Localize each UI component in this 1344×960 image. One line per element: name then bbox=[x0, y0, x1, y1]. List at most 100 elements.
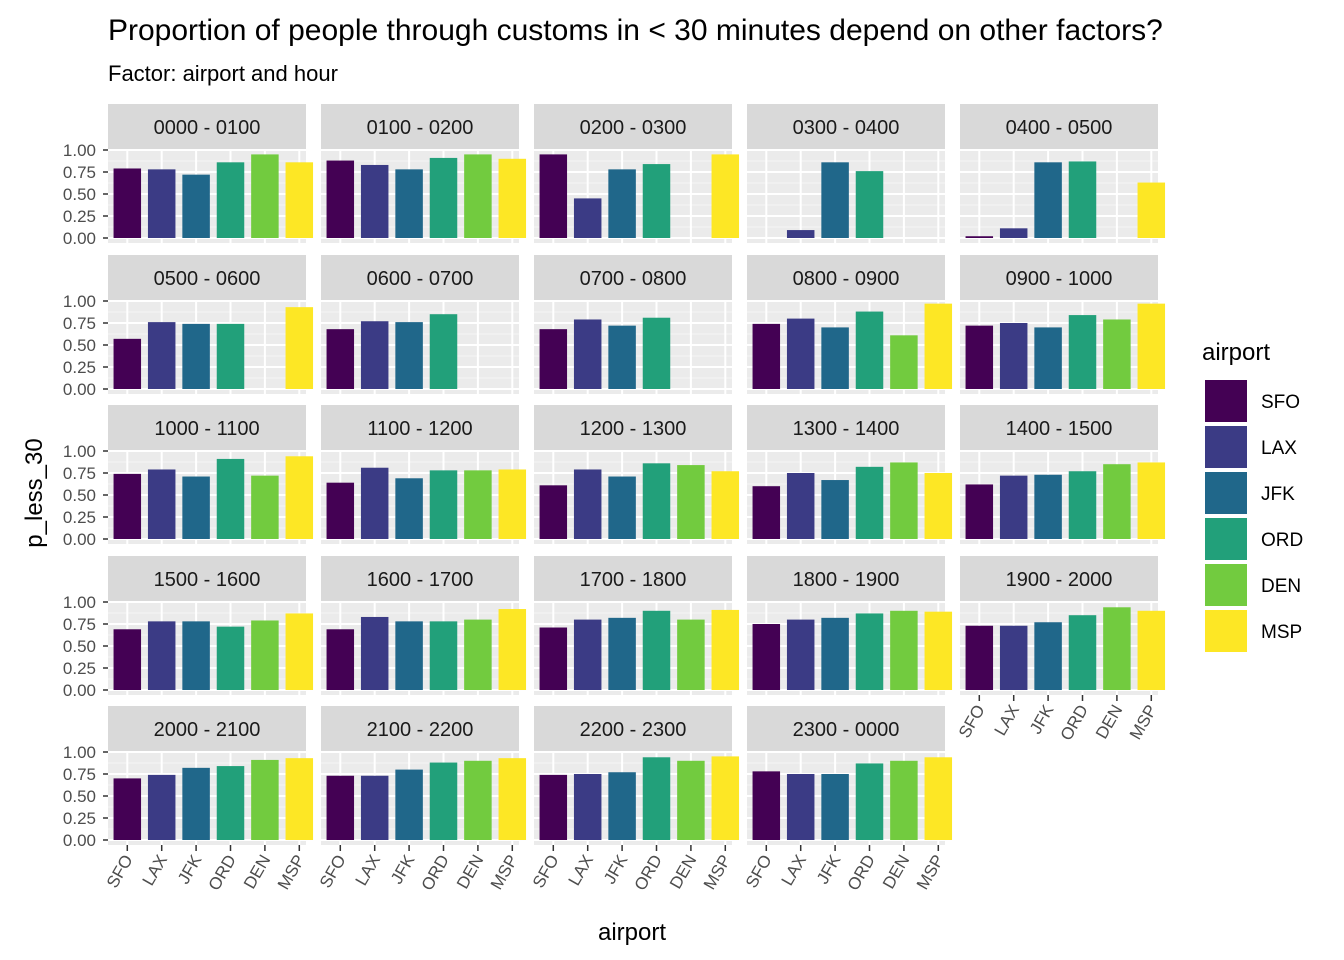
bar bbox=[251, 620, 279, 690]
facet-panel: 0200 - 0300 bbox=[534, 104, 740, 243]
bar bbox=[711, 756, 740, 840]
legend-label: SFO bbox=[1261, 392, 1300, 413]
bar bbox=[395, 478, 423, 539]
bar bbox=[890, 610, 918, 690]
bar bbox=[182, 476, 210, 539]
bar bbox=[464, 760, 492, 840]
x-tick-label: JFK bbox=[600, 851, 632, 887]
bar bbox=[1034, 622, 1062, 690]
bar bbox=[360, 164, 389, 238]
y-tick-label: 0.75 bbox=[63, 314, 96, 333]
bar bbox=[677, 760, 705, 840]
facet-strip-label: 0700 - 0800 bbox=[580, 268, 687, 290]
legend-label: LAX bbox=[1261, 438, 1297, 459]
bar bbox=[395, 621, 423, 690]
bar bbox=[924, 611, 953, 690]
bar bbox=[216, 323, 245, 389]
facet-panel: 1600 - 1700 bbox=[321, 556, 527, 695]
bar bbox=[642, 463, 671, 539]
x-tick-label: JFK bbox=[174, 851, 206, 887]
bar bbox=[965, 236, 994, 238]
bar bbox=[752, 771, 781, 840]
bar bbox=[113, 338, 142, 389]
y-axis-title: p_less_30 bbox=[21, 438, 48, 547]
bar bbox=[573, 774, 602, 840]
bar bbox=[965, 625, 994, 690]
facet-panel: 2200 - 2300 SFO LAX JFK ORD DEN MSP bbox=[529, 706, 740, 894]
y-tick-label: 0.00 bbox=[63, 530, 96, 549]
x-tick-label: MSP bbox=[274, 852, 309, 893]
bar bbox=[642, 317, 671, 389]
bar bbox=[539, 329, 568, 389]
y-tick-label: 0.75 bbox=[63, 615, 96, 634]
bar bbox=[395, 769, 423, 840]
facet-strip-label: 1300 - 1400 bbox=[793, 418, 900, 440]
facet-panel: 1200 - 1300 bbox=[534, 405, 740, 544]
facet-panel: 2000 - 2100 0.00 0.25 0.50 0.75 1.00 SFO LAX JFK… bbox=[63, 706, 314, 894]
facet-panel: 1700 - 1800 bbox=[534, 556, 740, 695]
facet-strip bbox=[534, 405, 732, 450]
facet-strip bbox=[108, 706, 306, 751]
y-tick-label: 0.50 bbox=[63, 336, 96, 355]
facet-panel: 0600 - 0700 bbox=[321, 255, 519, 394]
x-tick-label: SFO bbox=[316, 852, 350, 892]
bar bbox=[890, 335, 918, 389]
bar bbox=[677, 619, 705, 690]
bar bbox=[608, 476, 636, 539]
facet-panel: 1000 - 1100 0.00 0.25 0.50 0.75 1.00 bbox=[63, 405, 314, 549]
bar bbox=[965, 484, 994, 539]
facet-strip-label: 0900 - 1000 bbox=[1006, 268, 1113, 290]
facet-panel: 1100 - 1200 bbox=[321, 405, 527, 544]
facet-strip-label: 1000 - 1100 bbox=[154, 418, 259, 440]
facet-strip-label: 0300 - 0400 bbox=[793, 117, 900, 139]
y-tick-label: 1.00 bbox=[63, 141, 96, 160]
x-tick-label: LAX bbox=[991, 701, 1024, 738]
facet-strip bbox=[534, 104, 732, 149]
y-tick-label: 0.25 bbox=[63, 207, 96, 226]
x-tick-label: DEN bbox=[1092, 702, 1126, 743]
bar bbox=[855, 311, 884, 389]
bar bbox=[1137, 182, 1166, 238]
bar bbox=[786, 473, 815, 539]
x-tick-label: ORD bbox=[418, 852, 453, 894]
bar bbox=[573, 319, 602, 389]
bar bbox=[395, 169, 423, 238]
facet-strip bbox=[108, 405, 306, 450]
bar bbox=[285, 758, 314, 840]
x-tick-label: MSP bbox=[700, 852, 735, 893]
y-tick-label: 0.25 bbox=[63, 358, 96, 377]
x-tick-label: ORD bbox=[844, 852, 879, 894]
facet-panel: 0000 - 0100 0.00 0.25 0.50 0.75 1.00 bbox=[63, 104, 314, 248]
facet-strip bbox=[108, 556, 306, 601]
facet-panel: 0500 - 0600 0.00 0.25 0.50 0.75 1.00 bbox=[63, 255, 314, 399]
facet-strip bbox=[747, 405, 945, 450]
x-tick-label: SFO bbox=[529, 852, 563, 892]
x-tick-label: MSP bbox=[1126, 702, 1161, 743]
facet-panel: 0700 - 0800 bbox=[534, 255, 732, 394]
facet-strip-label: 0600 - 0700 bbox=[367, 268, 474, 290]
bar bbox=[999, 625, 1028, 690]
bar bbox=[113, 629, 142, 690]
y-tick-label: 0.75 bbox=[63, 765, 96, 784]
bar bbox=[1137, 610, 1166, 690]
facet-strip-label: 1600 - 1700 bbox=[367, 569, 474, 591]
bar bbox=[855, 466, 884, 539]
x-tick-label: MSP bbox=[913, 852, 948, 893]
facet-strip-label: 0800 - 0900 bbox=[793, 268, 900, 290]
bar bbox=[360, 616, 389, 690]
legend-label: JFK bbox=[1261, 484, 1295, 505]
facet-panel: 1300 - 1400 bbox=[747, 405, 953, 544]
y-tick-label: 1.00 bbox=[63, 593, 96, 612]
facet-strip bbox=[321, 405, 519, 450]
legend-key bbox=[1205, 518, 1247, 560]
x-tick-label: LAX bbox=[565, 852, 598, 889]
legend-key bbox=[1205, 380, 1247, 422]
facet-strip bbox=[747, 706, 945, 751]
bar bbox=[429, 470, 458, 539]
bar bbox=[147, 322, 176, 389]
facet-strip-label: 1900 - 2000 bbox=[1006, 569, 1113, 591]
bar bbox=[498, 158, 527, 238]
facet-strip-label: 1400 - 1500 bbox=[1006, 418, 1113, 440]
y-tick-label: 0.50 bbox=[63, 486, 96, 505]
bar bbox=[251, 154, 279, 238]
